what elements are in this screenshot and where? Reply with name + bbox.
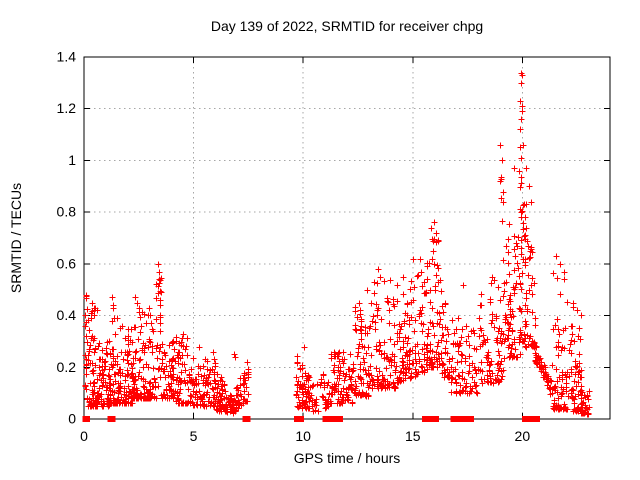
- data-gap-markers: [82, 416, 541, 422]
- gap-marker-square: [107, 416, 116, 422]
- y-tick-label: 0.4: [57, 307, 77, 323]
- x-tick-label: 10: [295, 428, 311, 444]
- scatter-points-path: [82, 70, 593, 418]
- x-axis-label: GPS time / hours: [294, 450, 401, 466]
- y-tick-label: 0.2: [57, 359, 77, 375]
- gap-marker-square: [461, 416, 475, 422]
- y-tick-label: 1.2: [57, 100, 77, 116]
- gap-marker-square: [429, 416, 439, 422]
- gap-marker-square: [521, 416, 541, 422]
- x-tick-label: 5: [190, 428, 198, 444]
- y-tick-label: 0: [68, 411, 76, 427]
- y-tick-label: 1.4: [57, 49, 77, 65]
- data-points: [82, 70, 593, 418]
- gap-marker-square: [322, 416, 343, 422]
- gap-marker-square: [450, 416, 466, 422]
- chart-title: Day 139 of 2022, SRMTID for receiver chp…: [211, 18, 483, 34]
- gap-marker-square: [82, 416, 91, 422]
- y-axis-label: SRMTID / TECUs: [8, 183, 24, 293]
- grid-lines: [84, 57, 610, 419]
- plot-border: [83, 56, 611, 420]
- y-tick-label: 1: [68, 152, 76, 168]
- tick-labels: 0 0.2 0.4 0.6 0.8 1 1.2 1.4 0 5 10 15 20: [57, 49, 531, 445]
- x-tick-label: 15: [405, 428, 421, 444]
- x-tick-label: 20: [515, 428, 531, 444]
- x-tick-label: 0: [80, 428, 88, 444]
- gap-marker-square: [294, 416, 304, 422]
- y-tick-label: 0.6: [57, 255, 77, 271]
- gap-marker-square: [242, 416, 251, 422]
- y-tick-label: 0.8: [57, 204, 77, 220]
- gap-marker-square: [422, 416, 435, 422]
